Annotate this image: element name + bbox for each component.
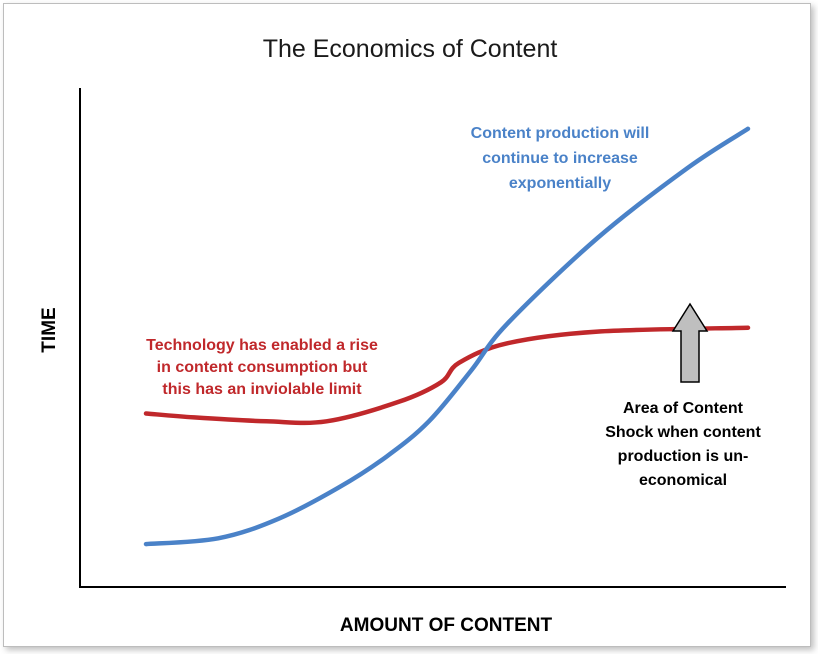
annotation-shock-line: Shock when content — [605, 424, 761, 441]
annotation-consumption: Technology has enabled a rise in content … — [146, 337, 378, 398]
chart-title: The Economics of Content — [263, 35, 558, 63]
annotation-consumption-line: in content consumption but — [157, 359, 368, 376]
production-line — [143, 126, 751, 547]
annotation-consumption-line: this has an inviolable limit — [162, 381, 362, 398]
annotation-shock: Area of Content Shock when content product… — [605, 400, 761, 489]
content-shock-arrow — [671, 302, 709, 383]
annotation-shock-line: production is un- — [618, 448, 749, 465]
series-layer — [143, 126, 751, 547]
annotation-production-line: exponentially — [509, 175, 611, 192]
annotation-consumption-line: Technology has enabled a rise — [146, 337, 378, 354]
annotation-shock-line: Area of Content — [623, 400, 744, 417]
annotation-production-line: continue to increase — [482, 150, 638, 167]
consumption-line — [143, 325, 751, 426]
annotation-production: Content production will continue to incre… — [471, 125, 650, 192]
annotation-production-line: Content production will — [471, 125, 650, 142]
annotation-layer: Technology has enabled a rise in content … — [146, 125, 761, 489]
annotation-shock-line: economical — [639, 472, 727, 489]
y-axis-label: TIME — [39, 307, 60, 352]
x-axis-label: AMOUNT OF CONTENT — [340, 615, 553, 636]
